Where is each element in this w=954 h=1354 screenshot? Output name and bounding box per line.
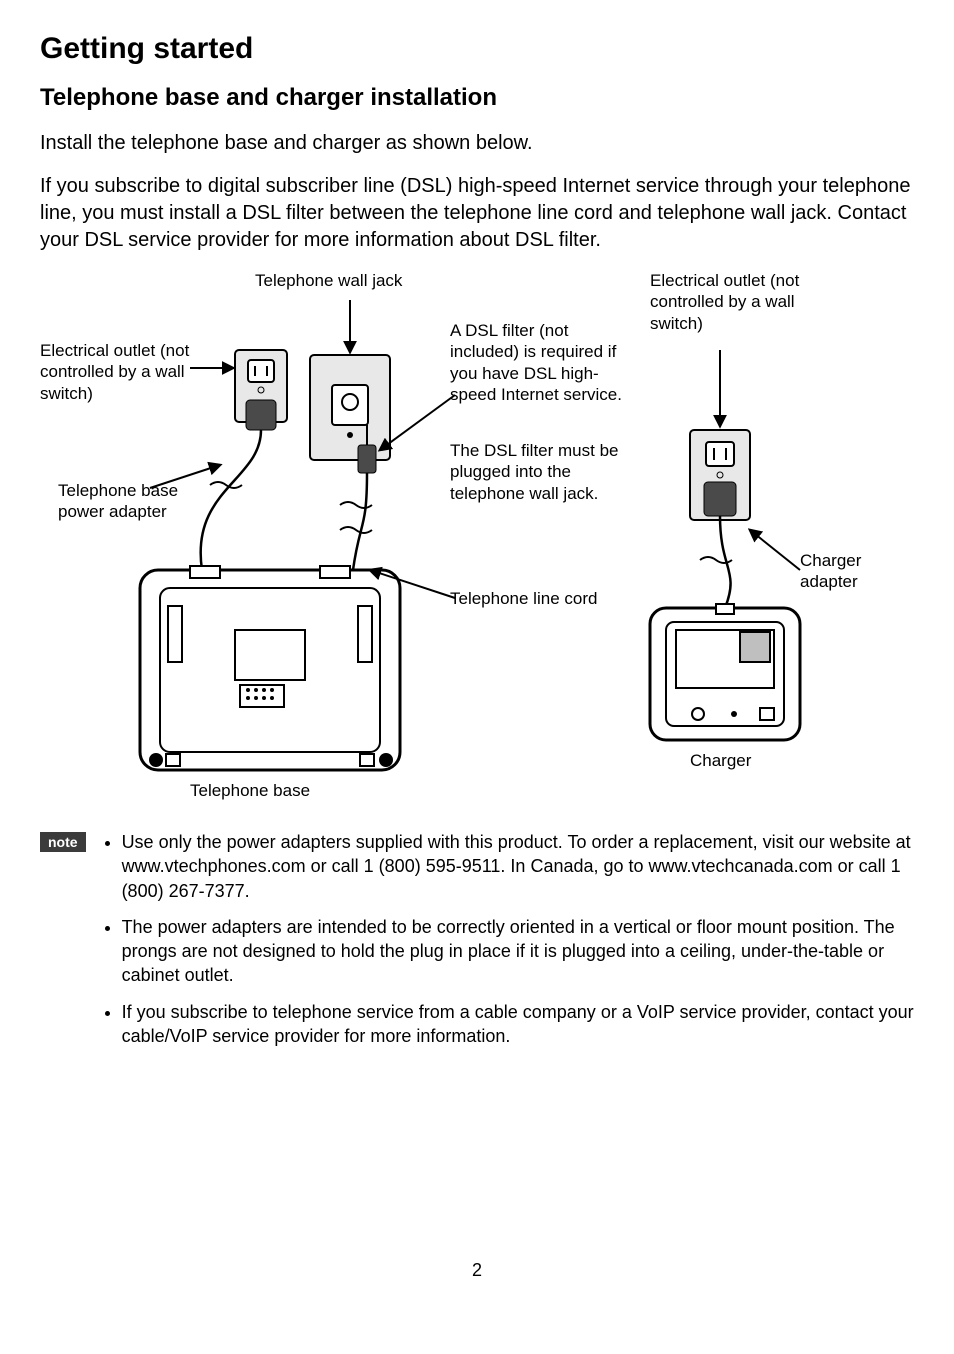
label-line-cord: Telephone line cord: [450, 588, 630, 609]
note-item: Use only the power adapters supplied wit…: [122, 830, 914, 903]
page-number: 2: [40, 1260, 914, 1281]
note-item: If you subscribe to telephone service fr…: [122, 1000, 914, 1049]
label-dsl-filter: A DSL filter (not included) is required …: [450, 320, 630, 405]
intro-para-1: Install the telephone base and charger a…: [40, 130, 914, 157]
outlet-right-plate: [690, 430, 750, 520]
telephone-base-drawing: [140, 566, 400, 770]
label-charger-adapter: Charger adapter: [800, 550, 900, 593]
intro-para-2: If you subscribe to digital subscriber l…: [40, 173, 914, 254]
outlet-left-plate: [235, 350, 287, 430]
label-charger: Charger: [690, 750, 810, 771]
note-block: note Use only the power adapters supplie…: [40, 830, 914, 1060]
label-outlet-right: Electrical outlet (not controlled by a w…: [650, 270, 810, 334]
label-dsl-must: The DSL filter must be plugged into the …: [450, 440, 630, 504]
note-item: The power adapters are intended to be co…: [122, 915, 914, 988]
label-telephone-base: Telephone base: [190, 780, 390, 801]
page-title: Getting started: [40, 32, 914, 66]
label-base-adapter: Telephone base power adapter: [58, 480, 198, 523]
wall-jack-plate: [310, 355, 390, 473]
installation-diagram: Telephone wall jack Electrical outlet (n…: [40, 270, 910, 810]
charger-drawing: [650, 604, 800, 740]
section-title: Telephone base and charger installation: [40, 84, 914, 112]
note-badge: note: [40, 832, 86, 852]
label-outlet-left: Electrical outlet (not controlled by a w…: [40, 340, 200, 404]
label-wall-jack: Telephone wall jack: [255, 270, 455, 291]
notes-list: Use only the power adapters supplied wit…: [102, 830, 914, 1060]
